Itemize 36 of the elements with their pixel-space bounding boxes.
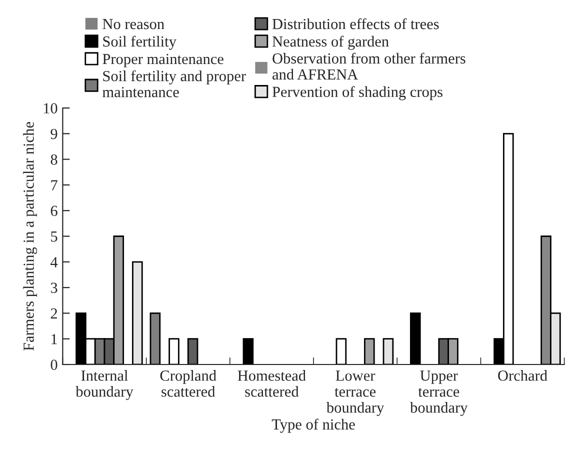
x-tick-label: Cropland scattered — [160, 370, 216, 397]
bar — [150, 312, 161, 364]
y-tick-label: 7 — [51, 180, 58, 190]
legend-label: Observation from other farmers and AFRENA — [272, 52, 466, 80]
bar — [410, 312, 421, 364]
legend-label: No reason — [102, 19, 164, 30]
bar — [132, 261, 143, 364]
x-tick-label: Internal boundary — [76, 370, 134, 400]
legend-label: Pervention of shading crops — [272, 86, 442, 100]
y-tick-label: 10 — [44, 103, 58, 114]
x-tick-label: Homestead scattered — [238, 370, 306, 397]
y-tick-label: 9 — [50, 128, 58, 140]
y-axis-title: Farmers planting in a particular niche — [23, 122, 38, 351]
x-tick-label: Orchard — [498, 370, 548, 381]
legend-label: Proper maintenance — [102, 54, 224, 68]
legend-label: Neatness of garden — [272, 36, 389, 50]
y-tick-label: 0 — [50, 360, 58, 370]
y-tick-label: 3 — [50, 282, 58, 293]
y-tick-label: 8 — [50, 154, 58, 165]
x-tick-label: Upper terrace boundary — [410, 370, 468, 416]
bar — [187, 338, 198, 364]
legend-label: Soil fertility — [103, 36, 176, 50]
bar — [364, 338, 375, 364]
bar — [336, 338, 347, 364]
y-tick-label: 1 — [52, 334, 57, 344]
legend-label: Soil fertility and proper maintenance — [102, 70, 246, 98]
y-tick-label: 5 — [51, 232, 58, 242]
y-tick-label: 2 — [50, 308, 57, 318]
y-tick-label: 6 — [50, 206, 58, 216]
bar — [242, 338, 254, 364]
y-tick-label: 4 — [50, 257, 58, 268]
bar — [168, 338, 180, 364]
x-axis-title: Type of niche — [272, 418, 355, 433]
legend-label: Distribution effects of trees — [272, 18, 439, 30]
x-tick-label: Lower terrace boundary — [326, 370, 384, 416]
bar — [382, 338, 394, 364]
